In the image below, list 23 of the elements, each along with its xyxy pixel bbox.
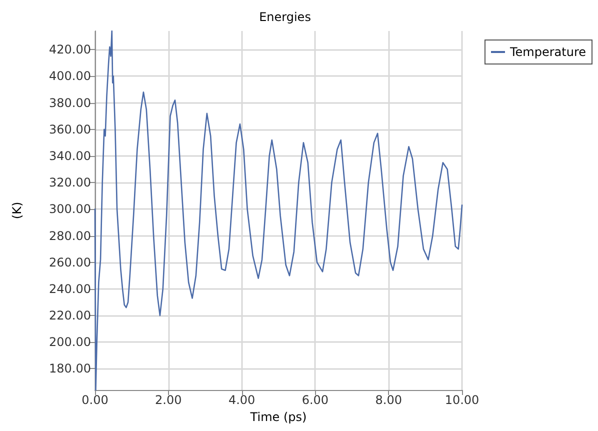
y-tick-label: 400.00 — [49, 69, 91, 84]
x-tick-label: 2.00 — [155, 393, 182, 407]
x-tick-label: 8.00 — [375, 393, 402, 407]
y-tick-label: 360.00 — [49, 122, 91, 136]
y-tick-label: 240.00 — [49, 282, 91, 296]
x-tick-label: 4.00 — [228, 393, 256, 407]
x-axis-title: Time (ps) — [249, 410, 307, 424]
x-tick-label: 10.00 — [444, 393, 480, 407]
y-tick-label: 200.00 — [49, 335, 91, 350]
y-tick-label: 280.00 — [49, 228, 91, 243]
y-tick-label: 300.00 — [49, 202, 91, 216]
chart-title: Energies — [259, 10, 311, 24]
y-axis-title: (K) — [10, 202, 24, 220]
y-tick-label: 320.00 — [49, 176, 91, 190]
y-tick-label: 180.00 — [49, 362, 91, 376]
y-tick-label: 340.00 — [49, 148, 91, 163]
y-tick-label: 260.00 — [49, 255, 91, 270]
y-tick-label: 380.00 — [49, 96, 91, 110]
x-tick-label: 6.00 — [302, 393, 329, 407]
y-tick-label: 220.00 — [49, 308, 91, 323]
legend-label: Temperature — [508, 45, 586, 59]
y-tick-label: 420.00 — [49, 42, 91, 57]
x-tick-label: 0.00 — [82, 393, 108, 407]
